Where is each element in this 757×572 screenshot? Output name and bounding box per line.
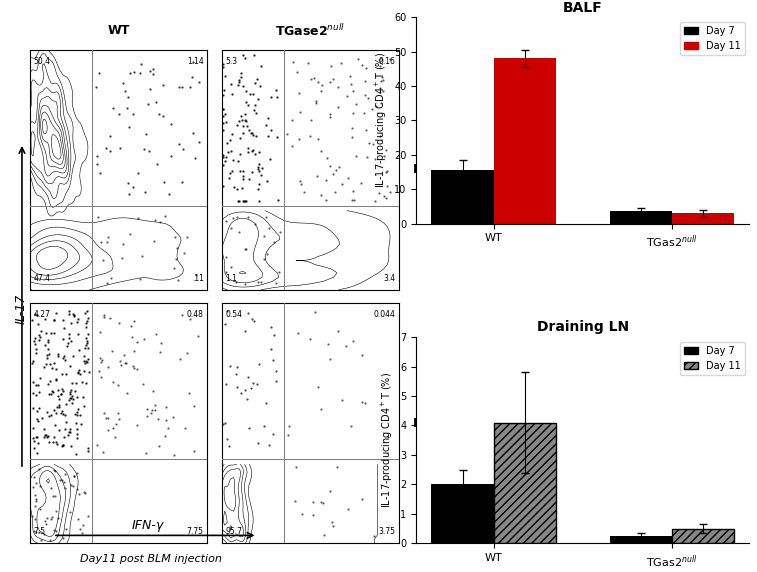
- Text: 0.044: 0.044: [373, 311, 395, 319]
- Text: IL-17: IL-17: [14, 294, 28, 324]
- Text: 0.54: 0.54: [225, 311, 242, 319]
- Text: Day11 post BLM injection: Day11 post BLM injection: [80, 554, 223, 565]
- Bar: [672, 529, 734, 543]
- Text: 5.3: 5.3: [225, 57, 237, 66]
- Legend: Day 7, Day 11: Day 7, Day 11: [680, 22, 745, 55]
- Bar: [672, 213, 734, 224]
- Y-axis label: IL-17-producing CD4$^+$T (%): IL-17-producing CD4$^+$T (%): [379, 372, 394, 509]
- Text: .11: .11: [192, 273, 204, 283]
- Bar: [431, 170, 494, 224]
- Y-axis label: IL-17-producing CD4$^+$T (%): IL-17-producing CD4$^+$T (%): [373, 52, 388, 188]
- Bar: [494, 58, 556, 224]
- Text: 47.4: 47.4: [34, 273, 51, 283]
- Text: 7.75: 7.75: [187, 527, 204, 536]
- Text: TGase2$^{null}$: TGase2$^{null}$: [275, 23, 345, 38]
- Text: 1.14: 1.14: [187, 57, 204, 66]
- Bar: [494, 423, 556, 543]
- Text: 3.4: 3.4: [383, 273, 395, 283]
- Title: Draining LN: Draining LN: [537, 320, 629, 335]
- Text: IFN-γ: IFN-γ: [132, 519, 164, 531]
- Text: 1.1: 1.1: [225, 273, 237, 283]
- Text: 0.48: 0.48: [187, 311, 204, 319]
- Text: 0.16: 0.16: [378, 57, 395, 66]
- Text: 7.5: 7.5: [34, 527, 46, 536]
- Text: BALF: BALF: [413, 163, 448, 176]
- Text: WT: WT: [107, 24, 130, 37]
- Text: 95.7: 95.7: [225, 527, 242, 536]
- Bar: [609, 536, 672, 543]
- Text: 50.4: 50.4: [34, 57, 51, 66]
- Bar: [609, 212, 672, 224]
- Text: DLN: DLN: [413, 417, 441, 430]
- Title: BALF: BALF: [563, 1, 603, 15]
- Legend: Day 7, Day 11: Day 7, Day 11: [680, 342, 745, 375]
- Text: 4.27: 4.27: [34, 311, 51, 319]
- Text: 3.75: 3.75: [378, 527, 395, 536]
- Bar: [431, 484, 494, 543]
